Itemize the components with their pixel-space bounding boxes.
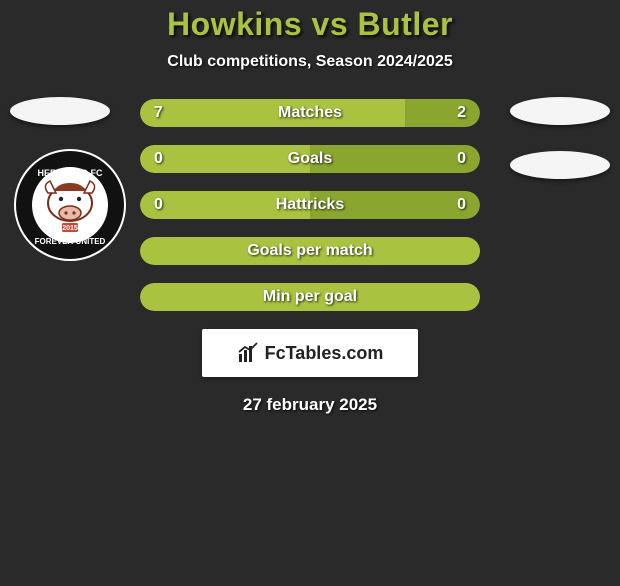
stat-value-left: 0 bbox=[154, 145, 163, 173]
player-badge-left bbox=[10, 97, 110, 125]
club-bottom-text: FOREVER UNITED bbox=[35, 237, 106, 246]
stat-row: Hattricks0 0 bbox=[140, 191, 480, 219]
stat-row: Goals0 0 bbox=[140, 145, 480, 173]
stat-label: Goals bbox=[140, 145, 480, 173]
club-top-text: HEREFORD FC bbox=[38, 168, 104, 178]
stat-value-left: 7 bbox=[154, 99, 163, 127]
subtitle: Club competitions, Season 2024/2025 bbox=[0, 53, 620, 71]
stat-label: Goals per match bbox=[140, 237, 480, 265]
brand-box[interactable]: FcTables.com bbox=[202, 329, 418, 377]
stat-bars: Matches72Goals00Hattricks00Goals per mat… bbox=[140, 99, 480, 311]
player-badge-right bbox=[510, 97, 610, 125]
date-line: 27 february 2025 bbox=[0, 395, 620, 415]
bar-chart-icon bbox=[237, 342, 259, 364]
stat-row: Matches7 2 bbox=[140, 99, 480, 127]
stat-row: Goals per match bbox=[140, 237, 480, 265]
club-year: 2015 bbox=[62, 225, 78, 232]
stat-value-right: 0 bbox=[457, 145, 466, 173]
stat-row: Min per goal bbox=[140, 283, 480, 311]
page-title: Howkins vs Butler bbox=[0, 6, 620, 43]
stat-value-right: 2 bbox=[457, 99, 466, 127]
stat-label: Min per goal bbox=[140, 283, 480, 311]
stat-value-right: 0 bbox=[457, 191, 466, 219]
player-badge-right-2 bbox=[510, 151, 610, 179]
stat-label: Matches bbox=[140, 99, 480, 127]
stat-label: Hattricks bbox=[140, 191, 480, 219]
stat-value-left: 0 bbox=[154, 191, 163, 219]
brand-text: FcTables.com bbox=[265, 343, 384, 364]
club-logo-hereford: HEREFORD FC FOREVER UNITED 2015 bbox=[14, 149, 126, 261]
comparison-area: HEREFORD FC FOREVER UNITED 2015 Matches7… bbox=[0, 99, 620, 311]
